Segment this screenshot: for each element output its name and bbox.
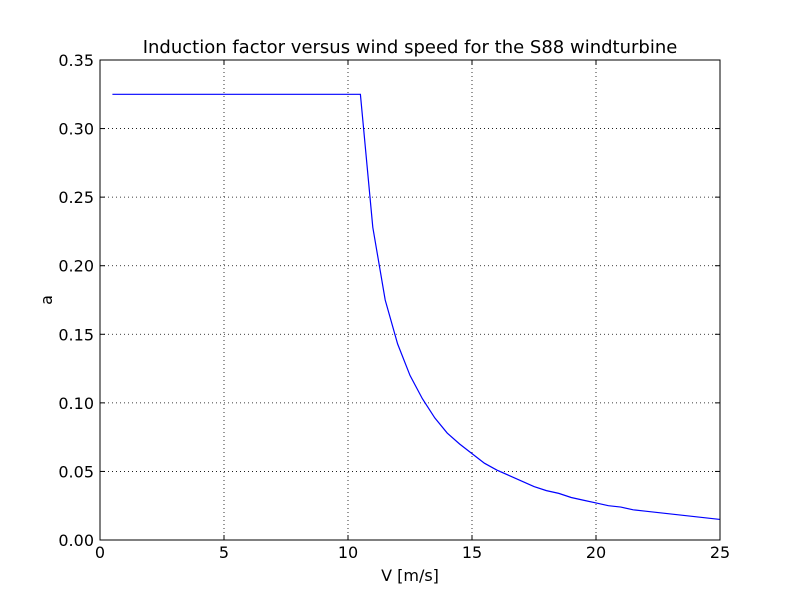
series-group: [112, 93, 721, 521]
chart-title: Induction factor versus wind speed for t…: [143, 37, 678, 58]
y-tick-label: 0.05: [58, 462, 94, 481]
x-tick-labels: 0 5 10 15 20 25: [95, 543, 730, 562]
y-tick-label: 0.20: [58, 257, 94, 276]
grid: [100, 60, 720, 540]
y-axis-label: a: [37, 295, 56, 305]
x-axis-label: V [m/s]: [381, 566, 439, 585]
y-tick-label: 0.15: [58, 325, 94, 344]
x-tick-label: 0: [95, 543, 105, 562]
y-tick-labels: 0.00 0.05 0.10 0.15 0.20 0.25 0.30 0.35: [58, 51, 94, 550]
plot-frame: [99, 59, 721, 541]
x-tick-label: 15: [462, 543, 482, 562]
x-tick-label: 10: [338, 543, 358, 562]
x-tick-label: 25: [710, 543, 730, 562]
x-tick-label: 5: [219, 543, 229, 562]
series-line: [112, 93, 721, 521]
y-tick-label: 0.35: [58, 51, 94, 70]
plot-area: [100, 60, 720, 540]
y-tick-label: 0.10: [58, 394, 94, 413]
x-tick-label: 20: [586, 543, 606, 562]
y-tick-label: 0.25: [58, 188, 94, 207]
y-tick-label: 0.30: [58, 120, 94, 139]
y-tick-label: 0.00: [58, 531, 94, 550]
ticks: [99, 59, 721, 541]
